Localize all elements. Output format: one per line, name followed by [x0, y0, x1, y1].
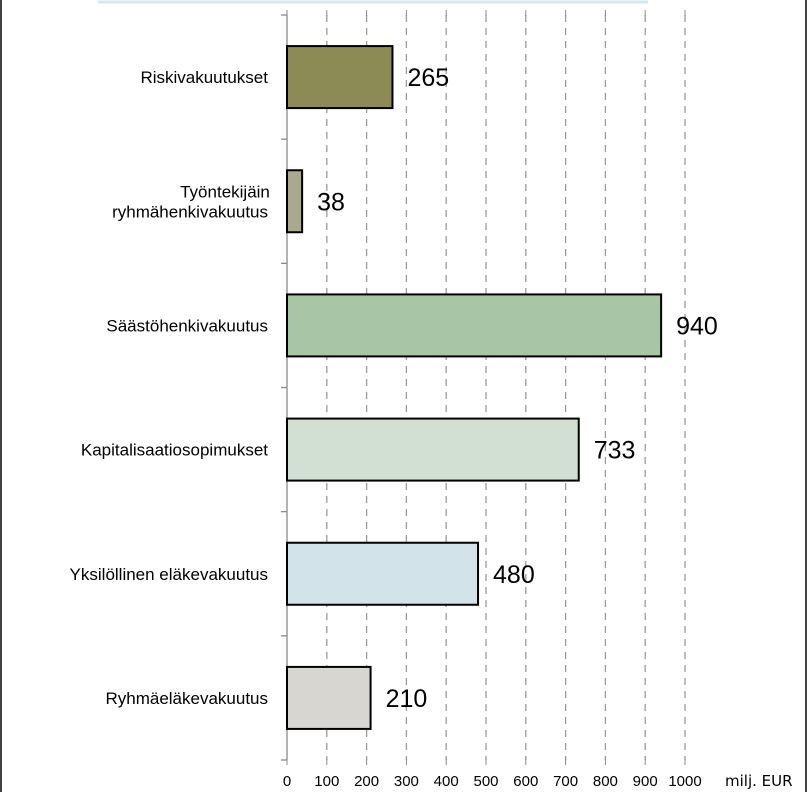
bar: [286, 417, 580, 482]
data-label: 940: [676, 312, 718, 340]
bar: [286, 45, 394, 110]
x-tick-label: 800: [593, 773, 618, 790]
x-tick-label: 500: [473, 773, 498, 790]
y-category-label: Työntekijäin ryhmähenkivakuutus: [112, 182, 270, 221]
x-axis-unit-label: milj. EUR: [725, 772, 793, 790]
x-tick-label: 300: [394, 773, 419, 790]
y-category-label-line: ryhmähenkivakuutus: [112, 202, 268, 221]
x-tick-label: 600: [513, 773, 538, 790]
bar: [286, 293, 663, 358]
y-category-label: Riskivakuutukset: [140, 68, 268, 87]
data-label: 38: [317, 188, 345, 216]
x-tick-label: 0: [283, 773, 291, 790]
y-category-label-line: Työntekijäin: [180, 182, 270, 201]
bar: [286, 169, 304, 234]
y-category-label: Ryhmäeläkevakuutus: [105, 689, 268, 708]
x-tick-label: 200: [354, 773, 379, 790]
data-label: 265: [407, 64, 449, 92]
x-tick-label: 700: [553, 773, 578, 790]
x-tick-label: 100: [314, 773, 339, 790]
data-label: 733: [594, 437, 636, 465]
bar: [286, 665, 372, 730]
data-label: 480: [493, 561, 535, 589]
y-category-label: Kapitalisaatiosopimukset: [81, 441, 268, 460]
y-category-label: Yksilöllinen eläkevakuutus: [70, 565, 268, 584]
data-label: 210: [386, 685, 428, 713]
x-tick-label: 1000: [668, 773, 701, 790]
y-category-label: Säästöhenkivakuutus: [106, 316, 268, 335]
x-tick-label: 900: [633, 773, 658, 790]
bar: [286, 541, 480, 606]
x-tick-label: 400: [434, 773, 459, 790]
